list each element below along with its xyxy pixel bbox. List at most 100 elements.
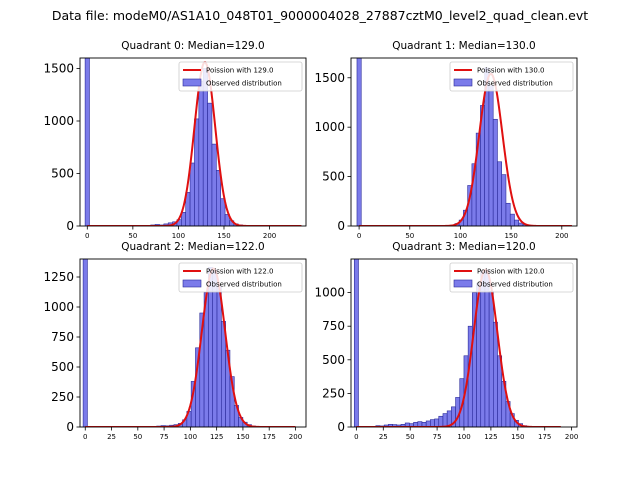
y-tick-label: 0 <box>337 219 345 233</box>
x-tick-label: 50 <box>133 433 142 441</box>
x-tick-label: 100 <box>172 232 185 240</box>
subplot-quadrant-3: Quadrant 3: Median=120.0 0 250 500 750 1000 0 2… <box>314 241 578 441</box>
legend-fit-label: Poission with 129.0 <box>206 67 274 75</box>
subplot-title: Quadrant 2: Median=122.0 <box>121 241 264 253</box>
x-tick-label: 50 <box>405 232 414 240</box>
y-tick-label: 1000 <box>314 120 345 134</box>
legend-hist-swatch <box>182 78 202 87</box>
histogram-bar <box>497 161 503 226</box>
subplot-quadrant-0: Quadrant 0: Median=129.0 0 500 1000 1500 0 50 1… <box>43 40 307 240</box>
x-tick-label: 150 <box>236 433 249 441</box>
legend-hist-label: Observed distribution <box>477 80 553 88</box>
histogram-bar <box>442 413 448 427</box>
axes-frame <box>350 57 578 227</box>
histogram-bar <box>509 213 515 226</box>
y-tick-label: 1500 <box>314 71 345 85</box>
subplot-title: Quadrant 1: Median=130.0 <box>392 40 535 52</box>
legend-hist-label: Observed distribution <box>477 281 553 289</box>
histogram-bar <box>505 202 511 226</box>
y-tick-label: 0 <box>66 420 74 434</box>
x-tick-label: 150 <box>217 232 230 240</box>
histogram-bar <box>194 118 200 226</box>
histogram-bar <box>216 286 222 427</box>
histogram-bar <box>430 419 435 427</box>
legend-box <box>178 262 303 293</box>
x-tick-label: 125 <box>484 433 497 441</box>
x-tick-label: 200 <box>263 232 276 240</box>
x-tick-label: 200 <box>555 232 568 240</box>
subplot-title: Quadrant 3: Median=120.0 <box>392 241 535 253</box>
histogram-bar <box>353 259 359 427</box>
poisson-fit-line <box>87 61 302 226</box>
x-tick-label: 0 <box>357 232 361 240</box>
y-tick-label: 500 <box>51 360 74 374</box>
y-tick-label: 0 <box>337 420 345 434</box>
legend-hist-label: Observed distribution <box>206 281 282 289</box>
histogram-bar <box>202 68 208 226</box>
histogram-bar <box>488 290 494 427</box>
x-tick-label: 0 <box>354 433 358 441</box>
histogram-bar <box>212 269 218 427</box>
histogram-bar <box>207 102 213 226</box>
histogram-bar <box>484 269 490 427</box>
x-tick-label: 200 <box>289 433 302 441</box>
histogram-bar <box>82 259 88 427</box>
y-tick-label: 1000 <box>43 114 74 128</box>
x-tick-label: 0 <box>83 433 87 441</box>
x-tick-label: 100 <box>184 433 197 441</box>
legend: Poission with 122.0 Observed distribution <box>178 262 303 293</box>
histogram-bar <box>216 170 222 226</box>
histogram-bar <box>480 270 486 427</box>
subplot-quadrant-1: Quadrant 1: Median=130.0 0 500 1000 1500 0 50 1… <box>314 40 578 240</box>
legend: Poission with 129.0 Observed distribution <box>178 61 303 92</box>
legend-hist-label: Observed distribution <box>206 80 282 88</box>
y-tick-label: 250 <box>51 390 74 404</box>
x-tick-label: 100 <box>454 232 467 240</box>
legend-box <box>449 262 574 293</box>
histogram-bar <box>434 418 440 427</box>
legend-fit-label: Poission with 122.0 <box>206 268 274 276</box>
y-tick-label: 1500 <box>43 62 74 76</box>
legend-hist-swatch <box>453 78 473 87</box>
x-tick-label: 200 <box>565 433 578 441</box>
y-tick-label: 0 <box>66 219 74 233</box>
histogram-bar <box>229 376 235 427</box>
histogram-bar <box>198 80 204 226</box>
legend-fit-label: Poission with 130.0 <box>477 67 545 75</box>
x-tick-label: 50 <box>406 433 415 441</box>
legend-box <box>178 61 303 92</box>
axes-frame <box>79 57 307 227</box>
y-tick-label: 1250 <box>43 270 74 284</box>
y-tick-label: 500 <box>51 167 74 181</box>
histogram-bar <box>356 58 362 226</box>
x-tick-label: 25 <box>107 433 116 441</box>
x-tick-label: 175 <box>538 433 551 441</box>
x-tick-label: 150 <box>511 433 524 441</box>
legend-hist-swatch <box>453 279 473 288</box>
y-tick-label: 750 <box>322 319 345 333</box>
axes-frame <box>79 258 307 428</box>
legend: Poission with 120.0 Observed distribution <box>449 262 574 293</box>
legend-box <box>449 61 574 92</box>
x-tick-label: 75 <box>160 433 169 441</box>
x-tick-label: 175 <box>263 433 276 441</box>
x-tick-label: 0 <box>85 232 89 240</box>
figure-title: Data file: modeM0/AS1A10_048T01_90000040… <box>52 8 588 23</box>
legend-fit-label: Poission with 120.0 <box>477 268 545 276</box>
y-tick-label: 250 <box>322 386 345 400</box>
legend-hist-swatch <box>182 279 202 288</box>
x-tick-label: 25 <box>379 433 388 441</box>
histogram-bar <box>488 85 494 226</box>
y-tick-label: 500 <box>322 353 345 367</box>
y-tick-label: 750 <box>51 330 74 344</box>
y-tick-label: 500 <box>322 170 345 184</box>
histogram-bar <box>493 321 498 427</box>
y-tick-label: 1000 <box>43 300 74 314</box>
histogram-bar <box>492 118 498 226</box>
x-tick-label: 125 <box>210 433 223 441</box>
histogram-bar <box>84 58 90 226</box>
legend: Poission with 130.0 Observed distribution <box>449 61 574 92</box>
subplot-quadrant-2: Quadrant 2: Median=122.00250500750100012… <box>43 241 307 441</box>
